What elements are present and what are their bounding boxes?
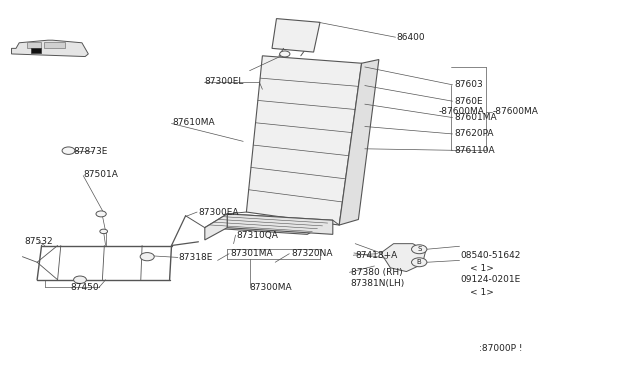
Text: 87318E: 87318E [178, 253, 212, 262]
Text: < 1>: < 1> [470, 288, 493, 297]
Polygon shape [339, 60, 379, 225]
Circle shape [140, 253, 154, 261]
Text: 87320NA: 87320NA [291, 249, 333, 258]
Text: 87620PA: 87620PA [454, 129, 494, 138]
Text: 87873E: 87873E [74, 147, 108, 155]
Bar [44, 42, 65, 48]
Text: 86400: 86400 [397, 33, 426, 42]
Polygon shape [272, 19, 320, 52]
Text: S: S [417, 246, 421, 252]
Text: -87600MA: -87600MA [493, 107, 539, 116]
Polygon shape [246, 56, 362, 225]
Text: 09124-0201E: 09124-0201E [461, 275, 521, 284]
Circle shape [96, 211, 106, 217]
Polygon shape [381, 244, 426, 272]
Text: 87418+A: 87418+A [355, 251, 397, 260]
Text: 87450: 87450 [70, 283, 99, 292]
Polygon shape [227, 214, 333, 234]
Text: 87380 (RH): 87380 (RH) [351, 268, 403, 277]
Circle shape [280, 51, 290, 57]
Text: 87610MA: 87610MA [173, 118, 216, 127]
Text: 87310QA: 87310QA [237, 231, 278, 240]
Text: 87601MA: 87601MA [454, 113, 497, 122]
Circle shape [74, 276, 86, 283]
Circle shape [62, 147, 75, 154]
Text: 87381N(LH): 87381N(LH) [351, 279, 405, 288]
Text: 87300MA: 87300MA [250, 283, 292, 292]
Text: B: B [417, 259, 422, 265]
Polygon shape [12, 40, 88, 57]
Text: :87000P !: :87000P ! [479, 344, 522, 353]
Text: 876110A: 876110A [454, 146, 495, 155]
Text: 87501A: 87501A [83, 170, 118, 179]
Text: 87301MA: 87301MA [230, 249, 273, 258]
Text: 87532: 87532 [24, 237, 53, 246]
Polygon shape [205, 214, 333, 234]
Circle shape [412, 245, 427, 254]
Bar [31, 48, 41, 53]
Text: 87300EL: 87300EL [205, 77, 244, 86]
Text: < 1>: < 1> [470, 264, 493, 273]
Text: 87300EA: 87300EA [198, 208, 239, 217]
Circle shape [100, 229, 108, 234]
Text: 87603: 87603 [454, 80, 483, 89]
Text: -87600MA: -87600MA [438, 107, 484, 116]
Circle shape [412, 258, 427, 267]
Text: 8760E: 8760E [454, 97, 483, 106]
Text: 08540-51642: 08540-51642 [461, 251, 521, 260]
Bar [27, 42, 41, 48]
Polygon shape [205, 214, 227, 240]
